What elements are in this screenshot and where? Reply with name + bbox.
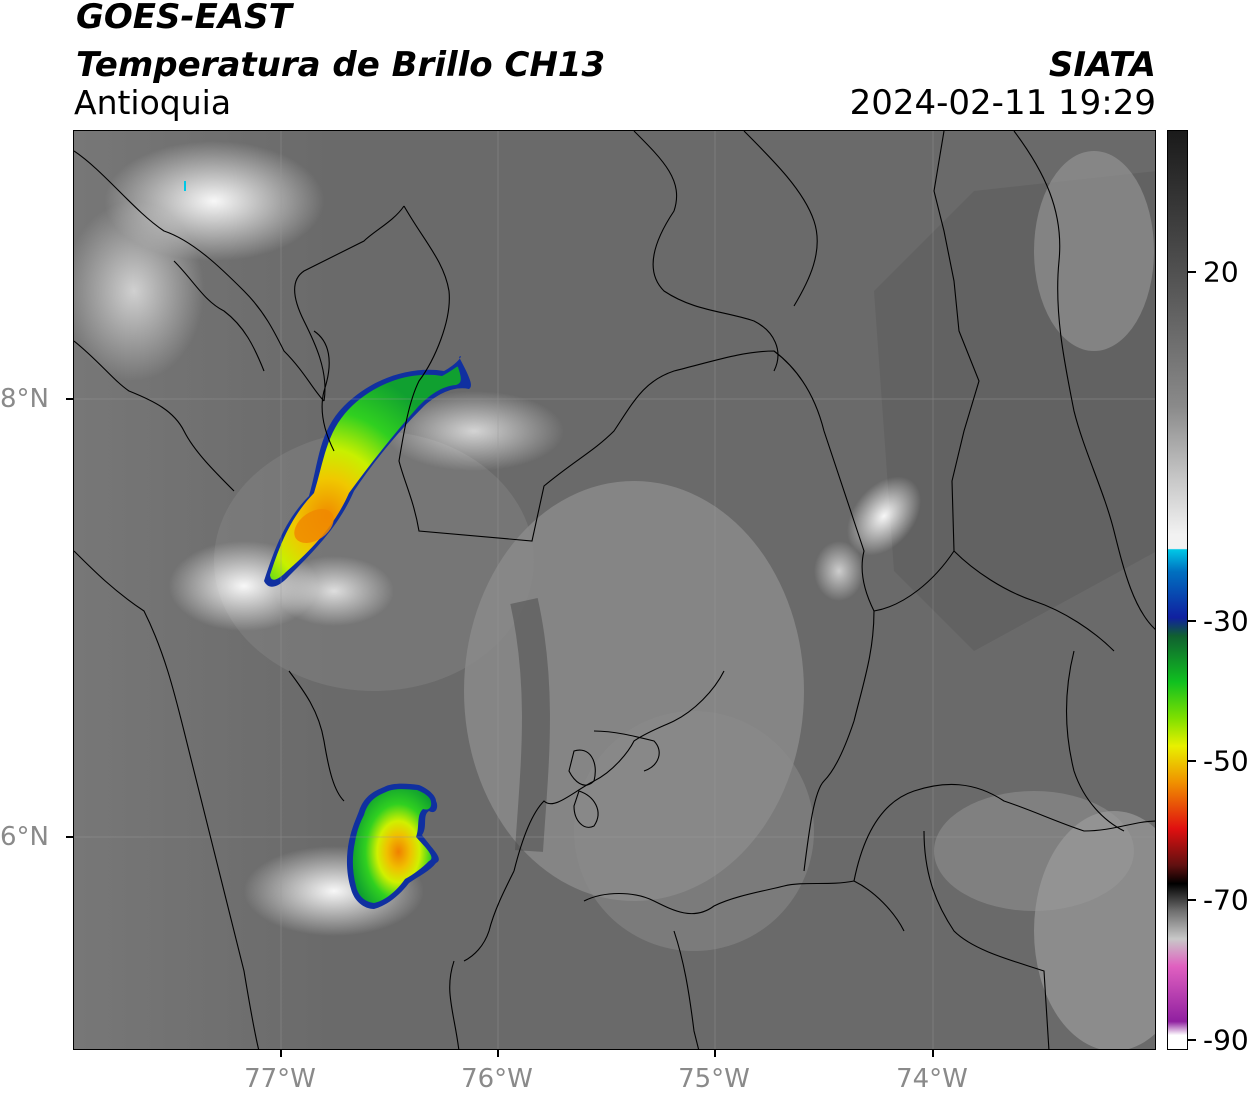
colorbar-tick-minus50: [1188, 760, 1196, 762]
lat-tickmark-8n: [66, 398, 73, 400]
satellite-title: GOES-EAST: [76, 0, 292, 37]
cloud-east: [847, 476, 921, 556]
lon-tickmark-77w: [280, 1050, 282, 1057]
satellite-map[interactable]: [73, 130, 1156, 1050]
organization-label: SIATA: [1048, 45, 1156, 85]
lon-tickmark-74w: [932, 1050, 934, 1057]
colorbar-tick-minus30: [1188, 620, 1196, 622]
colorbar-tick-minus70: [1188, 899, 1196, 901]
lon-tickmark-76w: [497, 1050, 499, 1057]
lat-tick-8n: 8°N: [0, 384, 49, 414]
gridlines: [74, 131, 1155, 1049]
lon-tick-77w: 77°W: [244, 1064, 316, 1094]
product-title: Temperatura de Brillo CH13: [76, 45, 606, 85]
storm-cell-south: [352, 789, 432, 903]
lon-tickmark-75w: [714, 1050, 716, 1057]
boundaries: [74, 131, 1155, 1049]
colorbar-label-minus90: -90: [1203, 1023, 1249, 1057]
cyan-pixel: [184, 181, 186, 191]
colorbar: [1167, 130, 1188, 1050]
colorbar-label-minus70: -70: [1203, 883, 1249, 917]
lat-tick-6n: 6°N: [0, 822, 49, 852]
colorbar-tick-minus90: [1188, 1039, 1196, 1041]
colorbar-label-minus50: -50: [1203, 744, 1249, 778]
lon-tick-76w: 76°W: [461, 1064, 533, 1094]
colorbar-tick-20: [1188, 271, 1196, 273]
region-label: Antioquia: [74, 83, 232, 122]
lon-tick-74w: 74°W: [896, 1064, 968, 1094]
lat-tickmark-6n: [66, 836, 73, 838]
map-canvas: [74, 131, 1155, 1049]
colorbar-label-minus30: -30: [1203, 604, 1249, 638]
lon-tick-75w: 75°W: [678, 1064, 750, 1094]
datetime-label: 2024-02-11 19:29: [849, 83, 1156, 123]
colorbar-label-20: 20: [1203, 255, 1239, 289]
